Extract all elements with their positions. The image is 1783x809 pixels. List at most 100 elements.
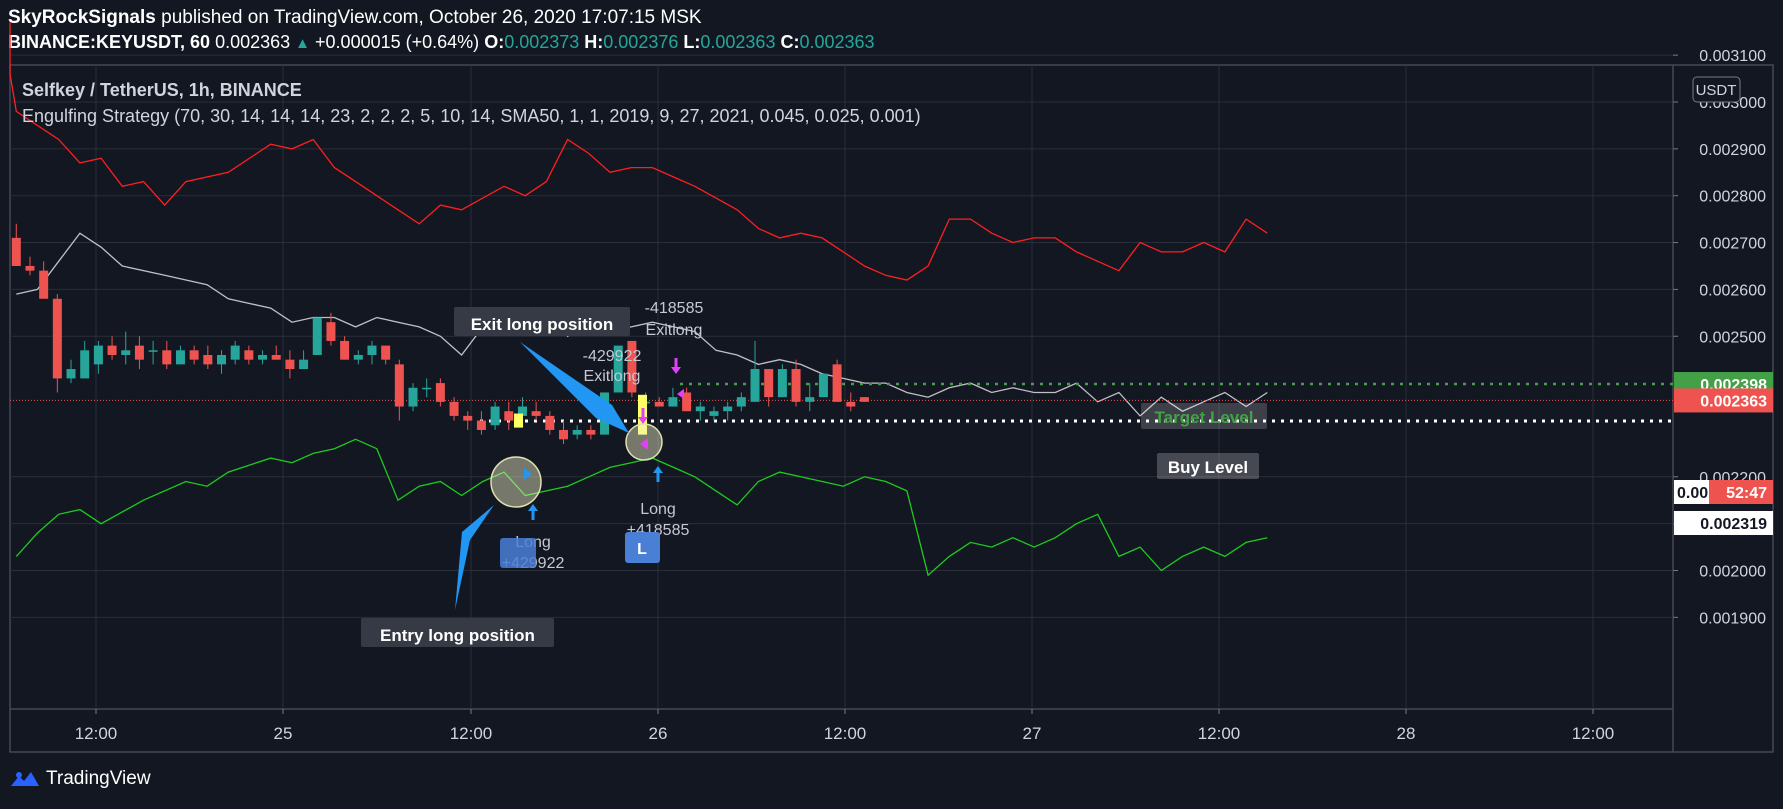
exit-annotation-label-bg: [454, 307, 630, 336]
candle[interactable]: [148, 350, 158, 352]
candle[interactable]: [764, 369, 774, 398]
trade-label: Exitlong: [584, 368, 641, 385]
trade-label: -418585: [645, 300, 704, 317]
x-tick-label: 27: [1023, 724, 1042, 743]
candle[interactable]: [285, 359, 295, 370]
grid-lines: [10, 54, 1673, 709]
candle[interactable]: [695, 406, 705, 412]
candle[interactable]: [572, 429, 582, 435]
candle[interactable]: [258, 354, 268, 360]
currency-box: [1692, 76, 1741, 103]
candle[interactable]: [750, 369, 760, 402]
candle[interactable]: [326, 322, 336, 341]
candle[interactable]: [818, 373, 828, 398]
price-tag-bg: [1709, 480, 1773, 504]
low-label: L:: [683, 32, 701, 52]
candle[interactable]: [791, 369, 801, 402]
candle[interactable]: [244, 350, 254, 360]
candle[interactable]: [682, 392, 692, 412]
candle[interactable]: [66, 369, 76, 379]
candle[interactable]: [859, 397, 869, 402]
candle[interactable]: [846, 401, 856, 407]
candle[interactable]: [121, 350, 131, 355]
candle[interactable]: [736, 397, 746, 407]
candle[interactable]: [299, 359, 309, 370]
entry-badge-bg: [500, 538, 536, 568]
candle[interactable]: [832, 364, 842, 402]
candles[interactable]: [11, 223, 869, 445]
candle[interactable]: [435, 383, 445, 402]
y-tick-label: 0.001900: [1699, 610, 1766, 627]
candle[interactable]: [531, 411, 541, 416]
x-tick-label: 12:00: [450, 724, 493, 743]
entry-up-arrow-icon: [528, 504, 538, 520]
candle[interactable]: [408, 387, 418, 407]
exit-up-arrow-icon: [653, 466, 663, 482]
candle[interactable]: [203, 354, 213, 365]
time-axis[interactable]: 12:00 25 12:00 26 12:00 27 12:00 28 12:00: [75, 709, 1615, 743]
candle[interactable]: [723, 406, 733, 412]
candle[interactable]: [107, 345, 117, 355]
candle[interactable]: [517, 406, 527, 416]
candle[interactable]: [422, 387, 432, 390]
candle[interactable]: [80, 350, 90, 379]
price-axis[interactable]: 0.0031000.0030000.0029000.0028000.002700…: [1673, 48, 1773, 627]
candle[interactable]: [162, 350, 172, 365]
exit-left-triangle-2-icon: [677, 389, 684, 399]
x-tick-label: 28: [1397, 724, 1416, 743]
candle[interactable]: [490, 406, 500, 426]
candle[interactable]: [271, 354, 281, 360]
candle[interactable]: [586, 429, 596, 435]
candle[interactable]: [189, 350, 199, 360]
entry-right-triangle-icon: [524, 468, 532, 480]
footer-brand[interactable]: TradingView: [10, 768, 151, 790]
candle[interactable]: [805, 397, 815, 402]
price-tag-bg: [1674, 480, 1709, 504]
chart-title: Selfkey / TetherUS, 1h, BINANCE: [22, 80, 302, 100]
candle[interactable]: [217, 354, 226, 365]
candle[interactable]: [394, 364, 404, 407]
candle[interactable]: [39, 270, 49, 299]
candle[interactable]: [175, 350, 185, 365]
candle[interactable]: [134, 345, 144, 360]
candle[interactable]: [449, 401, 459, 416]
candle[interactable]: [312, 317, 322, 355]
publish-line: SkyRockSignals published on TradingView.…: [8, 7, 702, 29]
indicator-lines: [9, 22, 1268, 577]
candle[interactable]: [504, 411, 514, 421]
tradingview-logo-icon: [11, 772, 39, 786]
candle[interactable]: [11, 237, 21, 266]
x-tick-label: 12:00: [1198, 724, 1241, 743]
candle[interactable]: [613, 345, 623, 393]
candle[interactable]: [25, 265, 35, 271]
candle[interactable]: [709, 411, 719, 416]
candle[interactable]: [777, 369, 787, 398]
exit-annotation-label: Exit long position: [471, 315, 614, 334]
candle[interactable]: [476, 420, 486, 430]
candle[interactable]: [545, 415, 555, 430]
candle[interactable]: [654, 401, 664, 407]
low-value: 0.002363: [700, 32, 776, 52]
candle[interactable]: [463, 415, 473, 421]
candle[interactable]: [381, 345, 391, 360]
published-text: published on TradingView.com, October 26…: [161, 7, 702, 28]
highlight-bar-entry: [514, 413, 523, 428]
candle[interactable]: [559, 429, 568, 440]
x-tick-label: 12:00: [824, 724, 867, 743]
trade-label: -429922: [583, 348, 642, 365]
exit-down-arrow-2-icon: [671, 358, 681, 374]
candle[interactable]: [93, 345, 103, 365]
candle[interactable]: [353, 354, 363, 360]
y-tick-label: 0.002000: [1699, 564, 1766, 581]
publisher-name[interactable]: SkyRockSignals: [8, 7, 156, 28]
x-tick-label: 25: [274, 724, 293, 743]
candle[interactable]: [668, 397, 678, 407]
y-tick-label: 0.002500: [1699, 329, 1766, 346]
candle[interactable]: [52, 298, 62, 379]
candle[interactable]: [367, 345, 377, 355]
candle[interactable]: [340, 340, 350, 360]
indicator-line-1: [9, 22, 1268, 281]
candle[interactable]: [230, 345, 240, 360]
candle[interactable]: [627, 340, 637, 393]
